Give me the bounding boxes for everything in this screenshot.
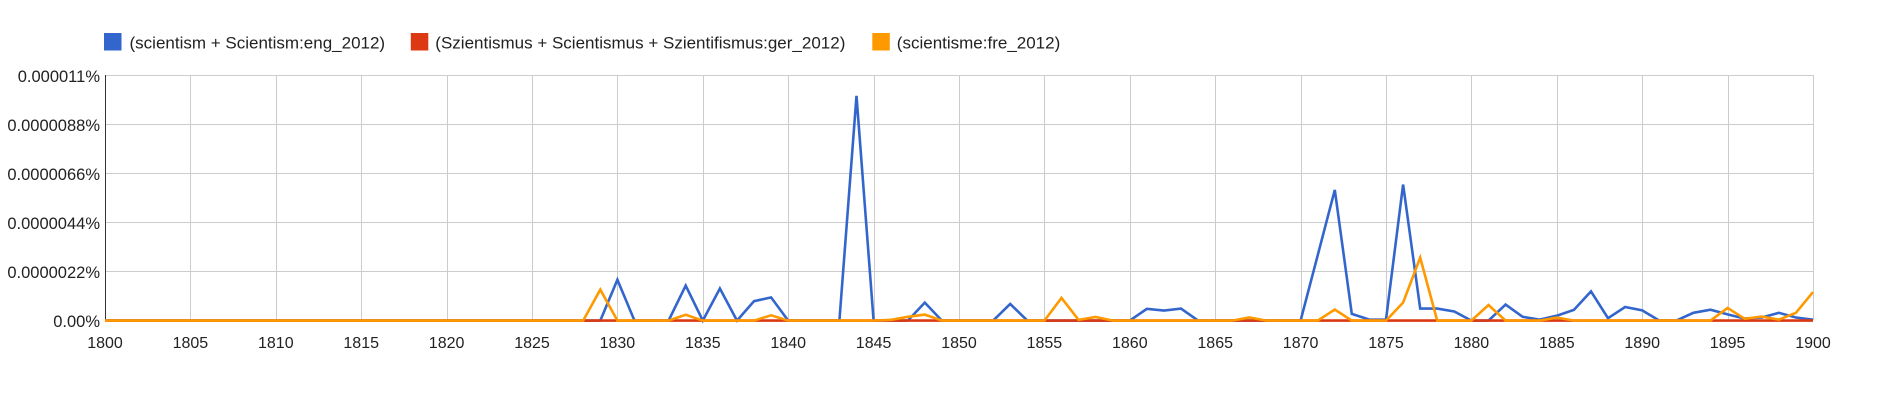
svg-text:1815: 1815 xyxy=(343,335,379,352)
svg-text:1830: 1830 xyxy=(600,335,636,352)
svg-text:1860: 1860 xyxy=(1112,335,1148,352)
svg-text:(scientisme:fre_2012): (scientisme:fre_2012) xyxy=(897,34,1060,53)
svg-text:(scientism + Scientism:eng_201: (scientism + Scientism:eng_2012) xyxy=(130,34,386,53)
svg-text:1800: 1800 xyxy=(87,335,123,352)
svg-text:1865: 1865 xyxy=(1197,335,1233,352)
svg-text:1885: 1885 xyxy=(1539,335,1575,352)
svg-text:1850: 1850 xyxy=(941,335,977,352)
svg-text:0.0000088%: 0.0000088% xyxy=(7,117,100,135)
svg-text:1810: 1810 xyxy=(258,335,294,352)
svg-text:1820: 1820 xyxy=(429,335,465,352)
svg-text:1875: 1875 xyxy=(1368,335,1404,352)
svg-text:1855: 1855 xyxy=(1027,335,1063,352)
svg-text:1805: 1805 xyxy=(173,335,209,352)
svg-text:0.00%: 0.00% xyxy=(53,313,100,331)
svg-text:1835: 1835 xyxy=(685,335,721,352)
svg-text:1840: 1840 xyxy=(770,335,806,352)
svg-text:1880: 1880 xyxy=(1454,335,1490,352)
svg-text:0.0000066%: 0.0000066% xyxy=(7,166,100,184)
svg-text:1870: 1870 xyxy=(1283,335,1319,352)
svg-text:1900: 1900 xyxy=(1795,335,1831,352)
svg-text:1890: 1890 xyxy=(1624,335,1660,352)
svg-text:1845: 1845 xyxy=(856,335,892,352)
svg-text:1895: 1895 xyxy=(1710,335,1746,352)
svg-text:0.000011%: 0.000011% xyxy=(18,68,101,86)
svg-text:0.0000022%: 0.0000022% xyxy=(7,264,100,282)
svg-text:1825: 1825 xyxy=(514,335,550,352)
svg-text:(Szientismus + Scientismus + S: (Szientismus + Scientismus + Szientifism… xyxy=(435,34,845,53)
svg-text:0.0000044%: 0.0000044% xyxy=(7,215,100,233)
